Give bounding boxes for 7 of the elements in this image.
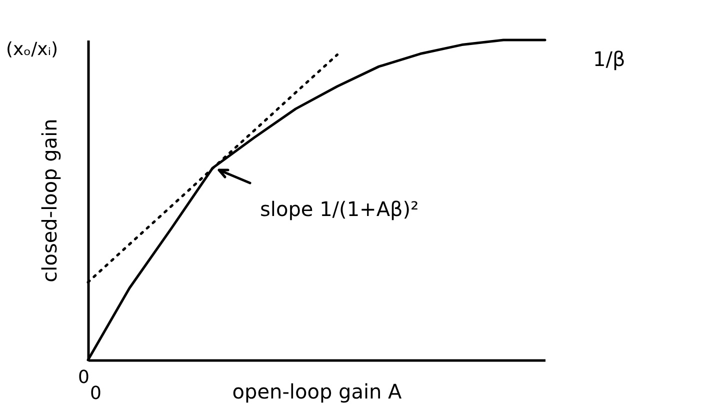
text: (xₒ/xᵢ) (6, 39, 58, 60)
x-axis-title: open-loop gain A (232, 380, 402, 404)
text: 0 (90, 383, 102, 404)
text: 0 (78, 367, 90, 388)
text: 1/β (593, 47, 626, 71)
annotation: slope 1/(1+Aβ)² (260, 197, 419, 221)
y-axis-title: closed-loop gain (38, 118, 62, 282)
